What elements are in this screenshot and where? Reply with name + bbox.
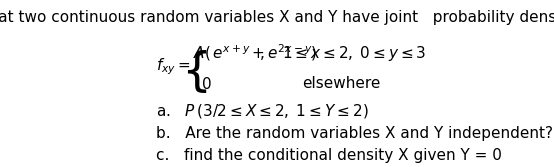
Text: $1 \leq x \leq 2,\; 0 \leq y \leq 3$: $1 \leq x \leq 2,\; 0 \leq y \leq 3$ — [282, 44, 427, 63]
Text: $f_{xy}=$: $f_{xy}=$ — [156, 57, 191, 77]
Text: Suppose that two continuous random variables X and Y have joint   probability de: Suppose that two continuous random varia… — [0, 10, 554, 25]
Text: $0$: $0$ — [201, 75, 212, 92]
Text: a.   $P\,(3/2 \leq X \leq 2,\; 1 \leq Y \leq 2)$: a. $P\,(3/2 \leq X \leq 2,\; 1 \leq Y \l… — [156, 102, 368, 120]
Text: c.   find the conditional density X given Y = 0: c. find the conditional density X given … — [156, 148, 502, 163]
Text: $\{$: $\{$ — [181, 48, 207, 95]
Text: $A(\,e^{x+y} + e^{2x-y})$: $A(\,e^{x+y} + e^{2x-y})$ — [193, 43, 317, 63]
Text: ,: , — [259, 46, 264, 61]
Text: elsewhere: elsewhere — [302, 76, 381, 91]
Text: b.   Are the random variables X and Y independent?: b. Are the random variables X and Y inde… — [156, 126, 553, 141]
